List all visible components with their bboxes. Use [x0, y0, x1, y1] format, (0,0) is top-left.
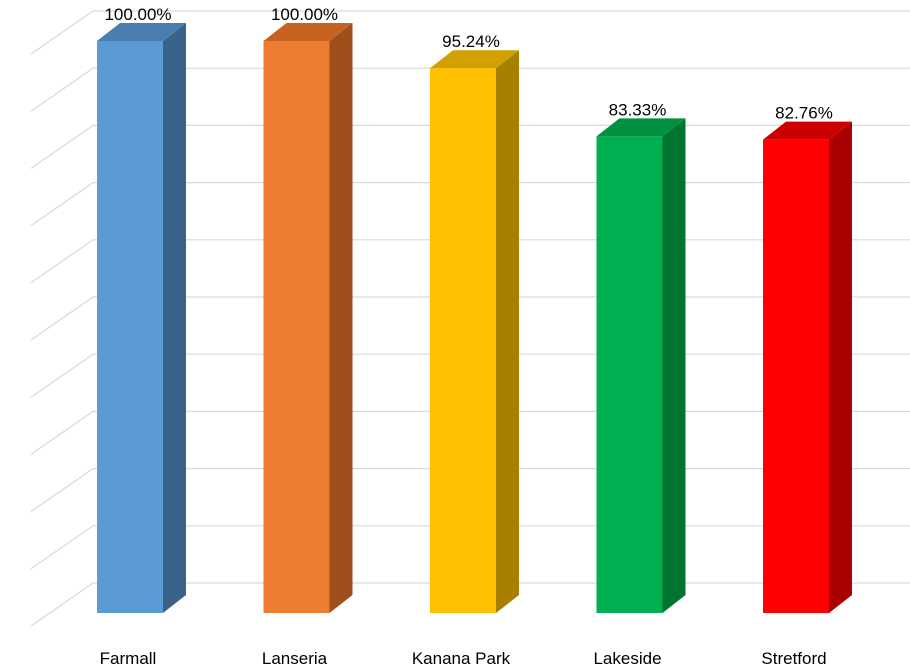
- bar-top: [763, 121, 852, 140]
- bar-top: [596, 118, 686, 137]
- category-label: Stretford: [761, 649, 826, 668]
- bar-front: [263, 41, 330, 613]
- bar-front: [97, 41, 163, 613]
- bar-front: [763, 139, 829, 613]
- gridline: [30, 67, 910, 112]
- bar-lanseria: [263, 23, 353, 613]
- bar-front: [596, 136, 663, 613]
- gridline: [30, 10, 910, 55]
- category-label: Lanseria: [262, 649, 328, 668]
- data-label: 82.76%: [775, 104, 833, 123]
- bar-side: [496, 50, 519, 614]
- data-label: 100.00%: [271, 5, 338, 24]
- bar-lakeside: [596, 118, 686, 613]
- bar-side: [662, 118, 686, 613]
- category-label: Kanana Park: [412, 649, 511, 668]
- bars: [97, 23, 852, 614]
- bar-farmall: [97, 23, 186, 613]
- bar-side: [329, 23, 353, 613]
- data-label: 95.24%: [442, 32, 500, 51]
- bar-top: [263, 23, 353, 41]
- bar-side: [163, 23, 186, 613]
- bar-kanana-park: [430, 50, 519, 614]
- bar-front: [430, 68, 496, 614]
- bar-stretford: [763, 121, 852, 614]
- category-label: Lakeside: [593, 649, 661, 668]
- data-label: 100.00%: [104, 5, 171, 24]
- category-label: Farmall: [100, 649, 157, 668]
- bar-top: [430, 50, 519, 69]
- data-labels: 100.00% 100.00% 95.24% 83.33% 82.76%: [104, 5, 832, 123]
- bar-side: [829, 121, 852, 614]
- bar-top: [97, 23, 186, 41]
- data-label: 83.33%: [609, 100, 667, 119]
- category-labels: Farmall Lanseria Kanana Park Lakeside Stretf…: [100, 649, 827, 668]
